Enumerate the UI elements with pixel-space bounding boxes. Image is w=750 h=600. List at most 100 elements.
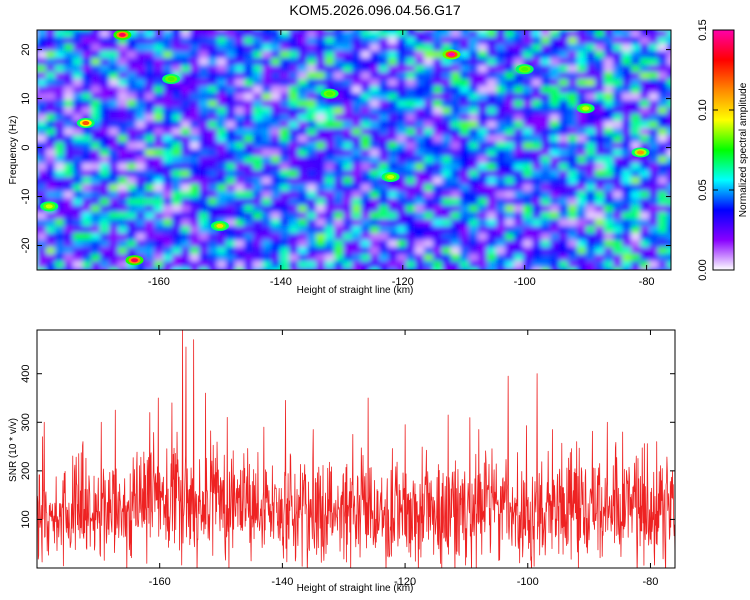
- heatmap-cell: [415, 184, 425, 192]
- heatmap-cell: [325, 233, 335, 241]
- heatmap-cell: [451, 135, 461, 143]
- heatmap-cell: [280, 79, 290, 87]
- heatmap-cell: [595, 275, 605, 283]
- heatmap-cell: [235, 163, 245, 171]
- heatmap-cell: [460, 37, 470, 45]
- heatmap-cell: [415, 51, 425, 59]
- heatmap-cell: [118, 177, 128, 185]
- heatmap-cell: [532, 149, 542, 157]
- heatmap-cell: [325, 100, 335, 108]
- heatmap-cell: [37, 177, 47, 185]
- heatmap-cell: [280, 44, 290, 52]
- heatmap-cell: [280, 58, 290, 66]
- heatmap-cell: [577, 44, 587, 52]
- heatmap-cell: [145, 65, 155, 73]
- heatmap-cell: [487, 86, 497, 94]
- heatmap-cell: [55, 177, 65, 185]
- heatmap-cell: [577, 163, 587, 171]
- heatmap-cell: [352, 51, 362, 59]
- heatmap-cell: [469, 37, 479, 45]
- heatmap-cell: [604, 247, 614, 255]
- heatmap-cell: [226, 65, 236, 73]
- heatmap-cell: [388, 226, 398, 234]
- heatmap-cell: [55, 79, 65, 87]
- heatmap-cell: [190, 219, 200, 227]
- heatmap-cell: [586, 65, 596, 73]
- heatmap-cell: [667, 121, 671, 129]
- heatmap-cell: [37, 135, 38, 143]
- heatmap-cell: [343, 233, 353, 241]
- heatmap-cell: [46, 240, 56, 248]
- heatmap-cell: [622, 254, 632, 262]
- heatmap-cell: [514, 184, 524, 192]
- heatmap-cell: [478, 121, 488, 129]
- heatmap-cell: [532, 156, 542, 164]
- heatmap-cell: [190, 30, 200, 31]
- heatmap-cell: [181, 65, 191, 73]
- heatmap-cell: [343, 107, 353, 115]
- heatmap-cell: [397, 86, 407, 94]
- heatmap-cell: [289, 205, 299, 213]
- heatmap-cell: [118, 275, 128, 283]
- heatmap-cell: [307, 233, 317, 241]
- heatmap-cell: [316, 149, 326, 157]
- heatmap-cell: [280, 268, 290, 270]
- heatmap-cell: [82, 233, 92, 241]
- heatmap-cell: [37, 86, 47, 94]
- heatmap-cell: [154, 65, 164, 73]
- heatmap-cell: [190, 86, 200, 94]
- heatmap-cell: [307, 170, 317, 178]
- heatmap-cell: [613, 44, 623, 52]
- heatmap-cell: [289, 93, 299, 101]
- heatmap-cell: [235, 261, 245, 269]
- heatmap-cell: [163, 100, 173, 108]
- heatmap-cell: [370, 233, 380, 241]
- heatmap-cell: [541, 121, 551, 129]
- heatmap-cell: [334, 240, 344, 248]
- heatmap-cell: [37, 261, 47, 269]
- heatmap-cell: [280, 93, 290, 101]
- heatmap-cell: [478, 128, 488, 136]
- heatmap-cell: [217, 247, 227, 255]
- heatmap-cell: [343, 65, 353, 73]
- heatmap-cell: [595, 65, 605, 73]
- heatmap-cell: [190, 107, 200, 115]
- heatmap-cell: [46, 212, 56, 220]
- heatmap-cell: [316, 72, 326, 80]
- heatmap-cell: [559, 72, 569, 80]
- heatmap-cell: [442, 247, 452, 255]
- heatmap-cell: [91, 86, 101, 94]
- heatmap-cell: [217, 205, 227, 213]
- heatmap-cell: [379, 79, 389, 87]
- heatmap-cell: [343, 44, 353, 52]
- heatmap-cell: [505, 79, 515, 87]
- heatmap-cell: [424, 51, 434, 59]
- heatmap-cell: [433, 191, 443, 199]
- heatmap-cell: [334, 212, 344, 220]
- heatmap-cell: [217, 65, 227, 73]
- heatmap-cell: [451, 177, 461, 185]
- heatmap-cell: [181, 205, 191, 213]
- heatmap-cell: [406, 219, 416, 227]
- heatmap-cell: [262, 30, 272, 38]
- heatmap-cell: [586, 184, 596, 192]
- heatmap-cell: [64, 198, 74, 206]
- heatmap-cell: [271, 37, 281, 45]
- heatmap-cell: [496, 191, 506, 199]
- heatmap-cell: [343, 247, 353, 255]
- heatmap-cell: [676, 72, 686, 80]
- heatmap-cell: [37, 37, 47, 45]
- heatmap-cell: [433, 107, 443, 115]
- heatmap-cell: [199, 37, 209, 45]
- heatmap-cell: [145, 128, 155, 136]
- heatmap-cell: [253, 212, 263, 220]
- heatmap-cell: [442, 226, 452, 234]
- heatmap-cell: [91, 142, 101, 150]
- heatmap-cell: [415, 114, 425, 122]
- heatmap-cell: [469, 100, 479, 108]
- heatmap-cell: [577, 86, 587, 94]
- heatmap-cell: [397, 219, 407, 227]
- heatmap-cell: [541, 149, 551, 157]
- heatmap-cell: [388, 30, 398, 38]
- heatmap-cell: [271, 128, 281, 136]
